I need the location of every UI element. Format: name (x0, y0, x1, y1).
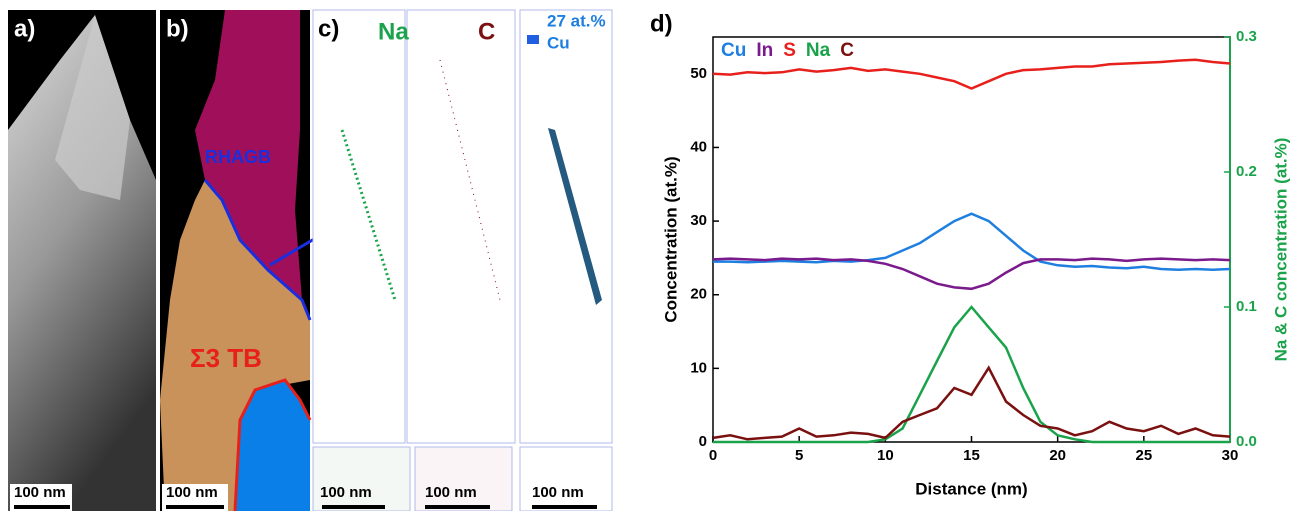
x-tick-label: 10 (877, 447, 894, 464)
scale-label: 100 nm (425, 484, 477, 501)
element-label: C (478, 18, 495, 45)
x-axis-label: Distance (nm) (915, 479, 1027, 498)
isosurface (548, 128, 602, 305)
legend-entry: Na (806, 40, 831, 61)
y-tick-label: 50 (690, 65, 707, 82)
series-line (713, 212, 1231, 271)
y2-tick-label: 0.2 (1236, 163, 1257, 180)
panel-label: b) (166, 15, 189, 42)
boundary-label: RHAGB (205, 147, 271, 167)
y-tick-label: 10 (690, 359, 707, 376)
panel-label: c) (318, 15, 339, 42)
legend-entry: In (756, 40, 773, 61)
legend-entry: Cu (721, 40, 746, 61)
series-line (712, 365, 1231, 441)
side-view (519, 446, 613, 512)
series-line (712, 257, 1231, 291)
scale-label: 100 nm (14, 484, 66, 501)
y-tick-label: 30 (690, 212, 707, 229)
grain (55, 15, 130, 200)
x-tick-label: 15 (963, 447, 980, 464)
iso-label: 27 at.% (547, 11, 606, 30)
boundary (233, 378, 312, 512)
element-label: Na (378, 18, 409, 45)
y2-axis-label: Na & C concentration (at.%) (1271, 138, 1290, 362)
line-chart: 0 5 10 15 20 25 30 0 10 20 30 40 50 0.0 0.1 0.2 0.3 Dista… (661, 28, 1290, 499)
x-tick-label: 5 (795, 447, 803, 464)
x-tick-label: 0 (709, 447, 717, 464)
plot-frame (712, 36, 1231, 443)
scale-label: 100 nm (166, 484, 218, 501)
series-line (713, 305, 1230, 444)
series-line (712, 58, 1231, 90)
panel-label: a) (14, 15, 35, 42)
legend-entry: S (783, 40, 796, 61)
x-tick-label: 20 (1049, 447, 1066, 464)
reconstruction (312, 9, 406, 444)
legend-swatch (527, 35, 539, 44)
boundary-label: Σ3 TB (190, 343, 262, 373)
x-tick-label: 25 (1135, 447, 1152, 464)
y2-tick-label: 0.0 (1236, 433, 1257, 450)
side-view (414, 446, 513, 512)
side-view (312, 446, 411, 512)
y-tick-label: 0 (699, 433, 707, 450)
boundary (203, 179, 312, 321)
scale-label: 100 nm (532, 484, 584, 501)
scale-label: 100 nm (320, 484, 372, 501)
x-tick-label: 30 (1222, 447, 1239, 464)
legend-entry: C (840, 40, 854, 61)
grain (160, 180, 310, 511)
y-axis-label: Concentration (at.%) (661, 156, 680, 322)
reconstruction (406, 9, 516, 444)
grain (195, 10, 302, 300)
grain (235, 380, 310, 511)
iso-label: Cu (547, 33, 570, 52)
y-tick-label: 40 (690, 138, 707, 155)
panel-label: d) (650, 10, 673, 37)
y2-tick-label: 0.1 (1236, 298, 1257, 315)
reconstruction (519, 9, 613, 444)
y2-tick-label: 0.3 (1236, 28, 1257, 45)
y-tick-label: 20 (690, 286, 707, 303)
